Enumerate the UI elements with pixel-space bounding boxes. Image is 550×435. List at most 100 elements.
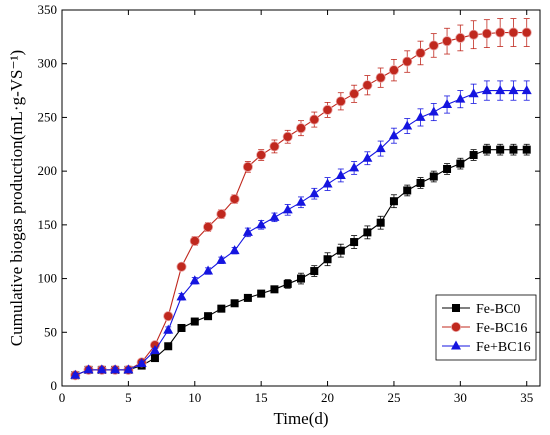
x-axis: 0 5 10 15 20 25 30 35 (59, 10, 533, 405)
data-point (376, 218, 385, 227)
data-point (349, 88, 360, 99)
data-point (349, 162, 360, 172)
data-point (521, 27, 532, 38)
data-point (150, 354, 159, 363)
data-point (189, 235, 200, 246)
data-point (323, 255, 332, 264)
data-point (469, 151, 478, 160)
data-point (176, 261, 187, 272)
data-point (428, 106, 439, 116)
data-point (164, 342, 173, 351)
legend-label: Fe-BC0 (476, 302, 520, 317)
data-point (322, 178, 333, 188)
data-point (229, 194, 240, 205)
data-point (443, 164, 452, 173)
data-point (508, 85, 519, 95)
data-point (309, 114, 320, 125)
data-point (190, 317, 199, 326)
data-point (388, 130, 399, 140)
x-tick-label: 25 (387, 390, 400, 405)
data-point (230, 299, 239, 308)
data-point (455, 93, 466, 103)
data-point (110, 364, 121, 374)
y-tick-label: 100 (38, 271, 58, 286)
data-point (149, 345, 160, 355)
y-axis-title: Cumulative biogas production(mL·g-VS⁻¹) (7, 50, 26, 346)
data-point (310, 267, 319, 276)
data-point (270, 285, 279, 294)
legend-label: Fe+BC16 (476, 340, 531, 355)
data-point (350, 238, 359, 247)
x-tick-label: 0 (59, 390, 66, 405)
x-tick-label: 5 (125, 390, 132, 405)
data-point (123, 364, 134, 374)
legend-marker (452, 304, 460, 312)
data-point (522, 145, 531, 154)
data-point (203, 222, 214, 233)
x-tick-label: 30 (454, 390, 467, 405)
data-point (428, 40, 439, 51)
data-point (415, 47, 426, 58)
legend-marker (451, 340, 461, 350)
y-tick-label: 150 (38, 217, 58, 232)
data-point (482, 145, 491, 154)
series-layer (70, 18, 532, 381)
data-point (521, 85, 532, 95)
data-point (309, 188, 320, 198)
data-point (83, 364, 94, 374)
y-tick-label: 300 (38, 56, 58, 71)
data-point (163, 324, 174, 334)
y-tick-label: 50 (44, 324, 57, 339)
data-point (96, 364, 107, 374)
data-point (375, 143, 386, 153)
data-point (256, 150, 267, 161)
data-point (335, 96, 346, 107)
data-point (189, 275, 200, 285)
data-point (375, 72, 386, 83)
data-point (468, 88, 479, 98)
x-tick-label: 20 (321, 390, 334, 405)
legend-marker (450, 321, 461, 332)
y-tick-label: 350 (38, 2, 58, 17)
data-point (282, 204, 293, 214)
data-point (335, 169, 346, 179)
data-point (402, 56, 413, 67)
data-point (283, 279, 292, 288)
data-point (442, 36, 453, 47)
data-point (456, 159, 465, 168)
data-point (256, 219, 267, 229)
data-point (242, 161, 253, 172)
data-point (362, 152, 373, 162)
data-point (495, 27, 506, 38)
data-point (216, 209, 227, 220)
data-point (402, 120, 413, 130)
data-point (429, 172, 438, 181)
data-point (229, 245, 240, 255)
legend: Fe-BC0 Fe-BC16 Fe+BC16 (435, 294, 537, 361)
data-point (416, 178, 425, 187)
data-point (203, 265, 214, 275)
plot-frame (61, 9, 541, 387)
data-point (496, 145, 505, 154)
plot-area: 0 5 10 15 20 25 30 35 0 50 100 150 200 250 300 350 (38, 2, 541, 405)
y-tick-label: 0 (51, 378, 58, 393)
data-point (295, 123, 306, 134)
data-point (362, 80, 373, 91)
data-point (257, 289, 266, 298)
data-point (481, 85, 492, 95)
legend-label: Fe-BC16 (476, 321, 527, 336)
y-axis: 0 50 100 150 200 250 300 350 (38, 2, 540, 393)
data-point (403, 186, 412, 195)
series-Fe+BC16 (70, 80, 532, 379)
data-point (297, 274, 305, 283)
data-point (455, 32, 466, 43)
data-point (389, 197, 398, 206)
data-point (136, 357, 147, 367)
y-tick-label: 250 (38, 109, 58, 124)
data-point (442, 99, 453, 109)
data-point (163, 311, 174, 322)
data-point (70, 369, 81, 379)
x-axis-title: Time(d) (273, 409, 328, 428)
data-point (242, 226, 253, 236)
data-point (296, 196, 306, 206)
